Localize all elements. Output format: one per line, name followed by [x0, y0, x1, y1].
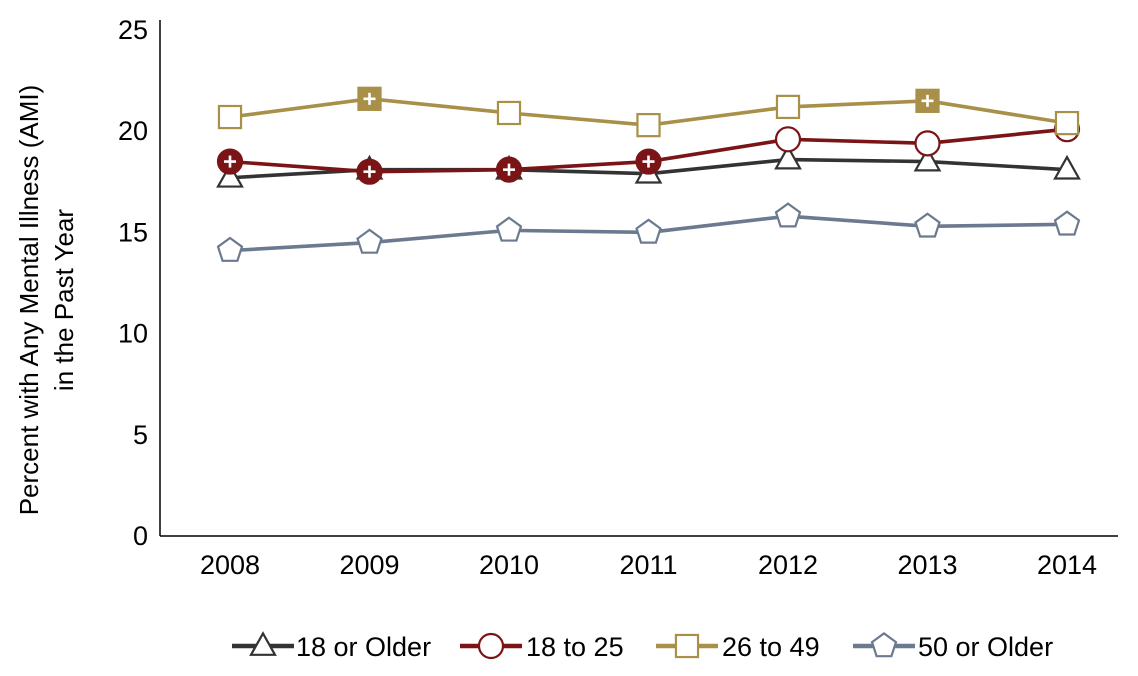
- y-tick-label: 10: [118, 319, 148, 349]
- data-point-marker: [913, 146, 942, 172]
- data-point-marker: [775, 94, 801, 120]
- legend-label: 50 or Older: [918, 632, 1053, 662]
- data-point-marker: [1053, 210, 1081, 236]
- y-axis-title: Percent with Any Mental Illness (AMI) in…: [14, 85, 79, 516]
- x-tick-label: 2009: [339, 550, 399, 580]
- legend-item: 18 or Older: [232, 631, 431, 662]
- series-layer: [216, 86, 1081, 262]
- legend-marker: [870, 632, 898, 658]
- legend-item: 18 to 25: [460, 632, 624, 662]
- y-axis-title-line-1: Percent with Any Mental Illness (AMI): [14, 85, 44, 516]
- data-point-marker: [914, 130, 941, 157]
- data-point-marker: [1053, 154, 1081, 180]
- x-tick-label: 2012: [758, 550, 818, 580]
- data-point-marker: [636, 112, 661, 138]
- legend-label: 26 to 49: [722, 632, 820, 662]
- legend-marker: [674, 633, 700, 659]
- data-point-marker: [774, 126, 802, 153]
- data-point-marker: [914, 212, 941, 238]
- series-26-to-49: [217, 86, 1080, 138]
- x-tick-label: 2013: [897, 550, 957, 580]
- y-axis-title-line-2: in the Past Year: [49, 209, 79, 391]
- legend-marker: [249, 631, 277, 656]
- legend-label: 18 or Older: [296, 632, 431, 662]
- legend-item: 50 or Older: [853, 632, 1053, 662]
- data-point-marker: [356, 228, 383, 254]
- data-point-marker: [496, 100, 522, 126]
- axes: 0 5 10 15 20 25 2008 2009 2010 2011 2012 2013 2014: [118, 15, 1118, 580]
- x-tick-label: 2008: [200, 550, 260, 580]
- data-point-marker: [774, 144, 802, 170]
- data-point-marker: [216, 162, 244, 188]
- data-point-marker: [495, 216, 523, 242]
- legend-marker: [477, 632, 505, 660]
- y-tick-label: 20: [118, 116, 148, 146]
- x-tick-label: 2011: [619, 550, 677, 580]
- legend: 18 or Older 18 to 25 26 to 49 50 or Older: [232, 631, 1053, 662]
- data-point-marker: [635, 218, 662, 244]
- y-tick-label: 5: [133, 420, 148, 450]
- x-tick-label: 2010: [479, 550, 539, 580]
- data-point-marker: [1054, 110, 1080, 136]
- series-50-or-older: [216, 202, 1081, 262]
- x-tick-label: 2014: [1037, 550, 1097, 580]
- data-point-marker: [774, 202, 802, 228]
- y-tick-label: 0: [133, 521, 148, 551]
- y-tick-label: 15: [118, 217, 148, 247]
- data-point-marker: [216, 236, 244, 262]
- legend-label: 18 to 25: [526, 632, 624, 662]
- legend-item: 26 to 49: [656, 632, 820, 662]
- y-tick-label: 25: [118, 15, 148, 45]
- data-point-marker: [217, 104, 243, 130]
